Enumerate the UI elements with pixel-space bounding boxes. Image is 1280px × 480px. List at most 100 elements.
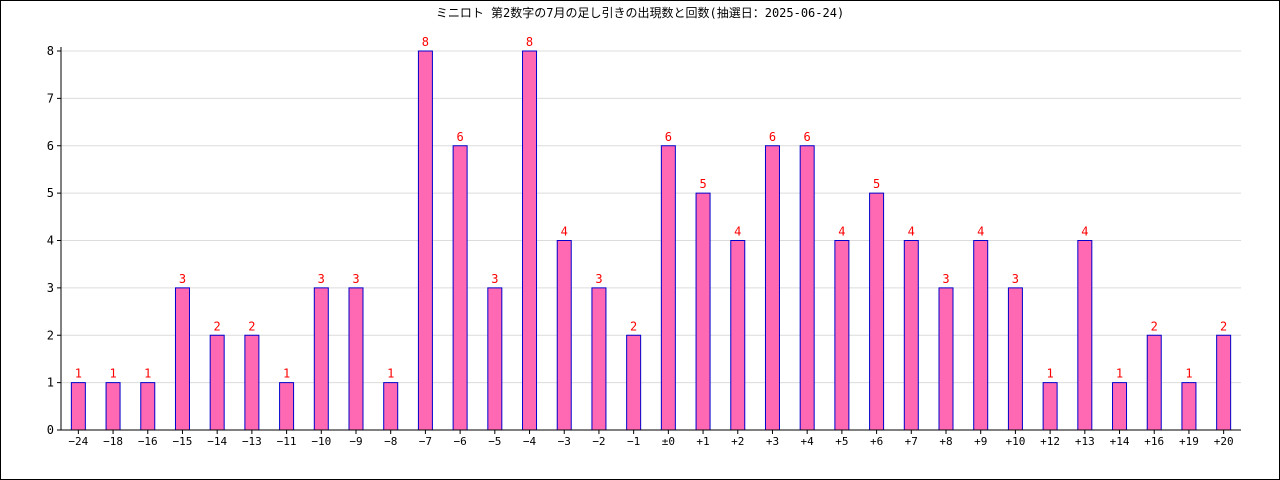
bar-value-label: 6 (665, 130, 672, 144)
bar-value-label: 4 (977, 225, 984, 239)
bar-value-label: 3 (595, 272, 602, 286)
bar (660, 145, 676, 431)
bar-value-label: 5 (873, 177, 880, 191)
bar-value-label: 1 (1185, 367, 1192, 381)
y-tick-label: 3 (47, 281, 54, 295)
x-tick-label: +6 (870, 435, 883, 448)
y-tick-label: 1 (47, 376, 54, 390)
bar (487, 287, 503, 431)
x-tick-label: −24 (68, 435, 88, 448)
bar (452, 145, 468, 431)
x-tick-label: +2 (731, 435, 744, 448)
bar-value-label: 8 (422, 35, 429, 49)
bar (869, 192, 885, 431)
bar-value-label: 2 (630, 319, 637, 333)
x-tick-label: +13 (1075, 435, 1095, 448)
bar (626, 334, 642, 431)
x-tick-label: +8 (939, 435, 952, 448)
bar (1042, 382, 1058, 431)
x-tick-label: −3 (558, 435, 571, 448)
bar (348, 287, 364, 431)
x-tick-label: −14 (207, 435, 227, 448)
bar-value-label: 1 (144, 367, 151, 381)
x-tick-label: +10 (1005, 435, 1025, 448)
bar-value-label: 2 (1220, 319, 1227, 333)
y-tick-label: 7 (47, 91, 54, 105)
x-tick-label: −8 (384, 435, 397, 448)
bar (903, 240, 919, 431)
bar-value-label: 8 (526, 35, 533, 49)
bar-value-label: 3 (942, 272, 949, 286)
bar (1181, 382, 1197, 431)
bar (383, 382, 399, 431)
bar (313, 287, 329, 431)
x-tick-label: −7 (419, 435, 432, 448)
y-tick-label: 4 (47, 234, 54, 248)
bar-value-label: 5 (699, 177, 706, 191)
y-tick-label: 0 (47, 423, 54, 437)
bar (1112, 382, 1128, 431)
bar-value-label: 3 (318, 272, 325, 286)
bar (556, 240, 572, 431)
bar (1216, 334, 1232, 431)
bar-value-label: 6 (457, 130, 464, 144)
bar (834, 240, 850, 431)
bar (1146, 334, 1162, 431)
bar (140, 382, 156, 431)
x-tick-label: −6 (453, 435, 466, 448)
bar-value-label: 4 (838, 225, 845, 239)
bar-value-label: 3 (491, 272, 498, 286)
bar-value-label: 4 (1081, 225, 1088, 239)
x-tick-label: +3 (766, 435, 779, 448)
bar (730, 240, 746, 431)
x-tick-label: +20 (1214, 435, 1234, 448)
bar-value-label: 1 (1047, 367, 1054, 381)
bar-value-label: 4 (908, 225, 915, 239)
bar (1007, 287, 1023, 431)
x-tick-label: −10 (311, 435, 331, 448)
bar (591, 287, 607, 431)
x-tick-label: −5 (488, 435, 501, 448)
bar (279, 382, 295, 431)
bar-value-label: 1 (387, 367, 394, 381)
y-tick-label: 2 (47, 328, 54, 342)
y-tick-label: 6 (47, 139, 54, 153)
x-tick-label: −18 (103, 435, 123, 448)
x-tick-label: ±0 (662, 435, 675, 448)
x-tick-label: +1 (696, 435, 709, 448)
bar-value-label: 6 (769, 130, 776, 144)
bar-value-label: 4 (561, 225, 568, 239)
x-tick-label: +19 (1179, 435, 1199, 448)
bar-value-label: 6 (804, 130, 811, 144)
grid-lines (61, 50, 1241, 384)
y-tick-label: 8 (47, 44, 54, 58)
bar (417, 50, 433, 431)
bar-value-label: 2 (248, 319, 255, 333)
bar-value-label: 2 (214, 319, 221, 333)
bar-value-label: 3 (179, 272, 186, 286)
bar-value-label: 3 (1012, 272, 1019, 286)
chart-title: ミニロト 第2数字の7月の足し引きの出現数と回数(抽選日：2025-06-24) (436, 5, 844, 20)
bar (70, 382, 86, 431)
bar-value-label: 3 (352, 272, 359, 286)
y-tick-label: 5 (47, 186, 54, 200)
bar (522, 50, 538, 431)
x-tick-label: −13 (242, 435, 262, 448)
bar (244, 334, 260, 431)
bar (209, 334, 225, 431)
bar (105, 382, 121, 431)
x-tick-label: −15 (173, 435, 193, 448)
bar (799, 145, 815, 431)
bar (174, 287, 190, 431)
bar (1077, 240, 1093, 431)
x-tick-label: +5 (835, 435, 848, 448)
x-tick-label: +7 (905, 435, 918, 448)
bar-value-label: 1 (109, 367, 116, 381)
bar (973, 240, 989, 431)
x-tick-label: +16 (1144, 435, 1164, 448)
bar (938, 287, 954, 431)
x-tick-label: −4 (523, 435, 537, 448)
bar (695, 192, 711, 431)
